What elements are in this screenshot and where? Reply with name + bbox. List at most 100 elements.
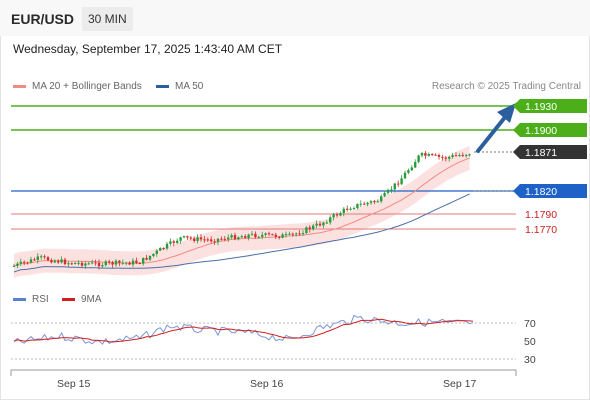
candle-body <box>291 233 294 235</box>
legend-ma20-label: MA 20 + Bollinger Bands <box>32 81 142 92</box>
candle-body <box>318 223 322 226</box>
candle-body <box>414 161 417 168</box>
candle-body <box>118 260 121 263</box>
candle-body <box>23 261 26 263</box>
candle-body <box>373 201 376 203</box>
candle-body <box>213 241 216 243</box>
candle-body <box>346 208 349 210</box>
candle-body <box>128 262 131 265</box>
candle-body <box>397 183 400 185</box>
rsi-tick-30: 30 <box>524 354 536 366</box>
candle-body <box>74 262 77 264</box>
candle-body <box>451 155 454 157</box>
price-tag-1-1871-text: 1.1871 <box>525 147 557 159</box>
candle-body <box>274 234 277 237</box>
candle-body <box>148 255 152 260</box>
candle-body <box>250 233 254 235</box>
candle-body <box>172 241 175 243</box>
candle-body <box>356 203 359 209</box>
candle-body <box>407 170 410 173</box>
candle-body <box>46 257 50 261</box>
rsi-9ma-line <box>13 318 474 343</box>
candle-body <box>380 196 383 202</box>
candle-body <box>189 237 192 239</box>
candle-body <box>267 233 271 235</box>
candle-body <box>16 263 19 266</box>
candle-body <box>329 217 332 223</box>
candle-body <box>91 262 94 264</box>
price-tag-1-1900-text: 1.1900 <box>525 125 557 137</box>
candle-body <box>332 214 335 218</box>
candle-body <box>315 223 318 226</box>
candle-body <box>376 201 379 203</box>
candle-body <box>281 234 284 238</box>
candle-body <box>50 260 53 263</box>
symbol-title: EUR/USD <box>11 11 75 27</box>
ma50-line <box>13 193 470 273</box>
candle-body <box>244 236 247 238</box>
candle-body <box>152 253 155 256</box>
candle-body <box>125 262 128 264</box>
price-tag-1-1871: 1.1871 <box>513 145 587 159</box>
candle-body <box>29 259 33 263</box>
legend-ma50: MA 50 <box>156 81 203 92</box>
candle-body <box>461 155 464 157</box>
candle-body <box>437 154 441 157</box>
candle-body <box>142 257 145 264</box>
candle-body <box>159 248 162 251</box>
candle-body <box>352 208 356 210</box>
candle-body <box>138 262 141 264</box>
candle-body <box>182 236 186 238</box>
candle-body <box>257 236 260 238</box>
candle-body <box>77 262 80 264</box>
legend-9ma: 9MA <box>62 294 102 305</box>
candle-body <box>186 236 189 238</box>
candle-body <box>230 235 233 238</box>
candle-body <box>295 233 298 235</box>
timeframe-badge[interactable]: 30 MIN <box>82 7 133 31</box>
candle-body <box>420 153 424 156</box>
candle-body <box>400 178 403 185</box>
candle-body <box>227 237 230 240</box>
candle-body <box>271 234 274 236</box>
candle-body <box>237 237 240 240</box>
candle-body <box>206 239 209 241</box>
candle-body <box>284 234 288 236</box>
candle-body <box>104 261 107 266</box>
candle-body <box>36 256 39 261</box>
candle-body <box>216 238 220 242</box>
candle-body <box>196 237 199 241</box>
candlesticks <box>12 150 471 270</box>
candle-body <box>434 154 437 156</box>
candle-body <box>67 263 70 265</box>
x-tick-sep-16: Sep 16 <box>250 378 283 390</box>
ma50-swatch <box>156 85 169 88</box>
candle-body <box>33 259 36 261</box>
candle-body <box>298 233 301 235</box>
candle-body <box>454 155 458 157</box>
rsi-tick-50: 50 <box>524 336 536 348</box>
candle-body <box>60 259 63 263</box>
candle-body <box>264 233 267 235</box>
candle-body <box>87 263 90 265</box>
candle-body <box>169 241 172 244</box>
candle-body <box>349 208 352 210</box>
candle-body <box>210 239 213 242</box>
candle-body <box>70 263 73 265</box>
candle-body <box>339 212 342 216</box>
candle-body <box>193 238 196 241</box>
candle-body <box>403 172 407 179</box>
candle-body <box>312 225 315 230</box>
candle-body <box>53 260 56 263</box>
candle-body <box>43 256 46 258</box>
candle-body <box>427 154 430 156</box>
candle-body <box>145 257 148 260</box>
candle-body <box>57 260 60 263</box>
candle-body <box>40 256 43 258</box>
candle-body <box>94 262 97 264</box>
candle-body <box>162 248 165 250</box>
candle-body <box>448 156 451 159</box>
candle-body <box>441 156 444 158</box>
price-tag-1-1930: 1.1930 <box>513 99 587 113</box>
